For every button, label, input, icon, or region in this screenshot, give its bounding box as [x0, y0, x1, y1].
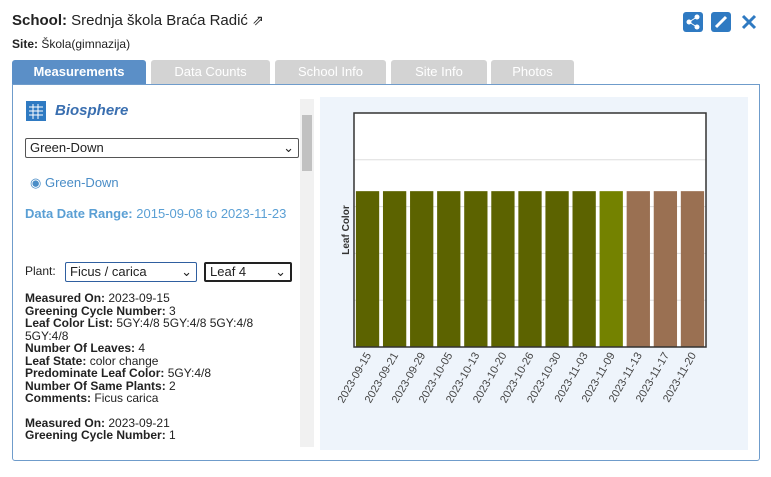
date-range-value: 2015-09-08 to 2023-11-23: [136, 206, 287, 221]
field-value: 5GY:4/8: [167, 366, 212, 380]
school-label: School:: [12, 12, 67, 29]
bar: [382, 191, 407, 347]
record: Measured On: 2023-09-15 Greening Cycle Nu…: [25, 292, 297, 405]
site-line: Site: Škola(gimnazija): [12, 37, 130, 51]
field-label: Leaf Color List:: [25, 316, 114, 330]
close-button[interactable]: [741, 14, 757, 30]
field-value: 4: [138, 341, 146, 355]
record-field: Measured On: 2023-09-21: [25, 415, 297, 430]
tab[interactable]: Measurements: [12, 60, 146, 84]
radio-label: Green-Down: [44, 175, 119, 190]
tab[interactable]: Data Counts: [151, 60, 270, 84]
bar: [599, 191, 623, 347]
field-value: 1: [169, 428, 176, 442]
field-value: color change: [89, 353, 159, 368]
record-field: Predominate Leaf Color: 5GY:4/8: [25, 367, 297, 380]
field-label: Greening Cycle Number:: [25, 428, 166, 442]
site-name: Škola(gimnazija): [41, 37, 131, 51]
open-icon[interactable]: ⇗: [252, 12, 264, 28]
school-name: Srednja škola Braća Radić: [71, 12, 248, 29]
field-label: Leaf State:: [25, 353, 87, 368]
field-label: Comments:: [25, 391, 92, 405]
bar: [464, 191, 488, 347]
header-icons: [683, 12, 757, 32]
site-label: Site:: [12, 37, 39, 51]
bar: [355, 191, 380, 347]
date-range: Data Date Range: 2015-09-08 to 2023-11-2…: [25, 204, 300, 224]
field-label: Predominate Leaf Color:: [25, 366, 165, 380]
field-value: 5GY:4/8 5GY:4/8 5GY:4/8 5GY:4/8: [25, 316, 254, 343]
radio[interactable]: ◉ Green-Down: [30, 175, 119, 190]
record-field: Greening Cycle Number: 3: [25, 303, 297, 318]
plot-frame: [353, 112, 707, 348]
bar: [410, 191, 434, 347]
plant-select[interactable]: Ficus / carica ⌄: [65, 262, 197, 282]
field-label: Measured On:: [25, 415, 106, 430]
record-field: Leaf State: color change: [25, 353, 297, 368]
bar: [491, 191, 515, 347]
protocol-select[interactable]: Green-Down ⌄: [25, 138, 299, 158]
field-value: 3: [169, 303, 176, 318]
scrollbar[interactable]: [300, 99, 314, 447]
record: Measured On: 2023-09-21 Greening Cycle Nu…: [25, 415, 297, 442]
panel-title: Biosphere: [55, 102, 129, 119]
bar: [545, 191, 569, 347]
field-label: Number Of Same Plants:: [25, 378, 166, 393]
field-label: Greening Cycle Number:: [25, 303, 166, 318]
protocol-select-text: Green-Down: [30, 140, 104, 155]
record-field: Leaf Color List: 5GY:4/8 5GY:4/8 5GY:4/8…: [25, 317, 297, 342]
tab[interactable]: School Info: [275, 60, 386, 84]
record-field: Number Of Same Plants: 2: [25, 378, 297, 393]
tab[interactable]: Photos: [491, 60, 574, 84]
record-field: Number Of Leaves: 4: [25, 342, 297, 355]
field-value: 2023-09-15: [108, 291, 170, 305]
date-range-label: Data Date Range:: [25, 206, 133, 221]
field-label: Measured On:: [25, 291, 106, 305]
records: Measured On: 2023-09-15 Greening Cycle Nu…: [25, 292, 297, 447]
tab[interactable]: Site Info: [391, 60, 487, 84]
record-field: Measured On: 2023-09-15: [25, 292, 297, 305]
leaf-select-text: Leaf 4: [210, 264, 247, 279]
y-axis-label: Leaf Color: [341, 205, 352, 255]
school-line: School: Srednja škola Braća Radić ⇗: [12, 12, 264, 29]
field-value: 2: [169, 378, 176, 393]
leaf-select[interactable]: Leaf 4 ⌄: [204, 262, 292, 282]
record-field: Comments: Ficus carica: [25, 392, 297, 405]
bar: [572, 191, 596, 347]
records-clip: Measured On: 2023-09-15 Greening Cycle Nu…: [0, 0, 300, 447]
field-label: Number Of Leaves:: [25, 341, 136, 355]
bar: [437, 191, 461, 347]
plant-label: Plant:: [25, 264, 56, 278]
bar: [518, 191, 542, 347]
record-field: Greening Cycle Number: 1: [25, 429, 297, 442]
table-icon: [26, 101, 46, 121]
plant-select-text: Ficus / carica: [70, 264, 147, 279]
bar: [626, 191, 650, 347]
bar: [680, 191, 705, 347]
bar: [653, 191, 678, 347]
field-value: 2023-09-21: [108, 415, 170, 430]
field-value: Ficus carica: [94, 391, 159, 405]
panel: [12, 84, 760, 461]
